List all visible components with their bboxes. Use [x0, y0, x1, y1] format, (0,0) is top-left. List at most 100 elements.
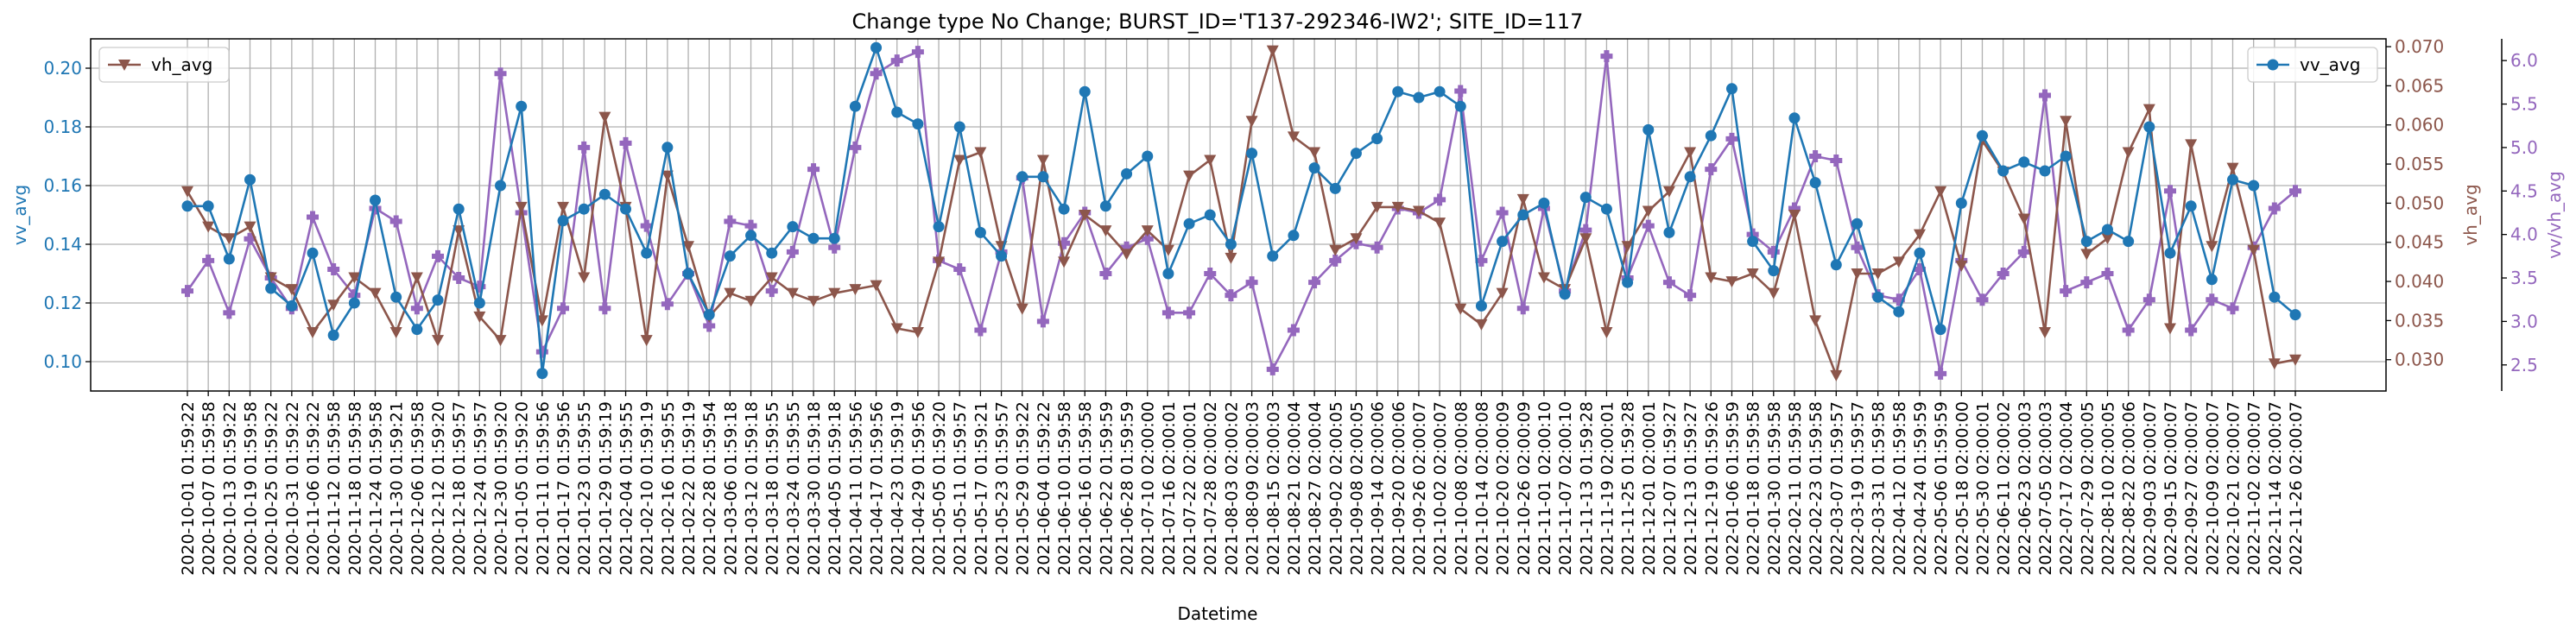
x-tick-label: 2022-11-14 02:00:07	[2266, 401, 2285, 576]
data-point-vh-avg	[1161, 244, 1174, 256]
data-point-vv-avg	[682, 268, 694, 280]
data-point-vh-avg	[2163, 323, 2176, 335]
data-point-vv-vh-avg	[953, 262, 966, 275]
data-point-vh-avg	[1183, 170, 1196, 182]
data-point-vv-avg	[1225, 238, 1237, 250]
data-point-vh-avg	[640, 335, 653, 347]
x-tick-label: 2021-02-04 01:59:55	[617, 401, 636, 576]
data-point-vv-vh-avg	[2268, 202, 2281, 215]
data-point-vh-avg	[2060, 116, 2073, 128]
data-point-vv-vh-avg	[2017, 245, 2030, 258]
data-point-vh-avg	[828, 287, 841, 300]
data-point-vv-vh-avg	[1600, 50, 1613, 63]
data-point-vv-avg	[724, 250, 736, 262]
x-tick-label: 2021-07-16 02:00:01	[1160, 401, 1179, 576]
x-tick-label: 2021-03-30 01:59:18	[805, 401, 824, 576]
data-point-vv-vh-avg	[1767, 245, 1780, 258]
data-point-vv-vh-avg	[703, 319, 716, 332]
data-point-vv-avg	[2123, 236, 2135, 248]
data-point-vv-avg	[1893, 306, 1905, 318]
data-point-vv-vh-avg	[2038, 89, 2051, 102]
legend-marker-vv-avg	[2267, 59, 2279, 71]
data-point-vh-avg	[307, 327, 320, 338]
x-tick-label: 2021-02-22 01:59:19	[680, 401, 699, 576]
data-point-vh-avg	[1329, 244, 1342, 256]
data-point-vv-vh-avg	[1225, 289, 1237, 302]
data-point-vv-vh-avg	[1705, 163, 1718, 176]
x-tick-label: 2021-05-11 01:59:57	[951, 401, 970, 576]
data-point-vv-vh-avg	[1725, 132, 1738, 145]
data-point-vh-avg	[2038, 327, 2051, 338]
data-point-vh-avg	[1767, 287, 1780, 300]
x-tick-label: 2022-01-30 01:59:58	[1765, 401, 1784, 576]
data-point-vh-avg	[578, 272, 591, 284]
x-tick-label: 2022-08-22 02:00:06	[2120, 401, 2139, 576]
data-point-vh-avg	[348, 272, 361, 284]
right1-tick-label: 0.035	[2395, 310, 2444, 331]
data-point-vv-avg	[411, 324, 423, 336]
data-point-vh-avg	[1496, 287, 1509, 300]
x-tick-label: 2022-05-30 02:00:01	[1973, 401, 1992, 576]
right1-tick-label: 0.070	[2395, 36, 2444, 57]
data-point-vh-avg	[473, 311, 486, 323]
x-tick-label: 2021-11-13 01:59:28	[1577, 401, 1596, 576]
data-point-vv-vh-avg	[2142, 293, 2155, 306]
data-point-vh-avg	[1537, 272, 1550, 284]
data-point-vv-avg	[641, 247, 653, 259]
x-tick-label: 2022-11-26 02:00:07	[2287, 401, 2306, 576]
data-point-vv-avg	[2226, 173, 2238, 186]
data-point-vv-avg	[828, 232, 840, 244]
x-tick-label: 2021-11-01 02:00:10	[1535, 401, 1554, 576]
x-tick-label: 2022-10-21 02:00:07	[2224, 401, 2243, 576]
data-point-vv-avg	[787, 221, 799, 233]
data-point-vh-avg	[1579, 233, 1592, 245]
data-point-vh-avg	[1684, 147, 1697, 159]
data-point-vv-vh-avg	[786, 245, 799, 258]
data-point-vv-avg	[495, 180, 507, 192]
data-point-vv-vh-avg	[1892, 293, 1905, 306]
data-point-vv-vh-avg	[2206, 293, 2218, 306]
x-tick-label: 2021-12-19 01:59:26	[1702, 401, 1721, 576]
data-point-vh-avg	[1913, 229, 1926, 241]
x-tick-label: 2020-12-24 01:59:57	[471, 401, 490, 576]
x-tick-label: 2022-01-06 01:59:59	[1723, 401, 1742, 576]
x-tick-label: 2022-05-06 01:59:59	[1932, 401, 1951, 576]
data-point-vh-avg	[1892, 256, 1905, 268]
data-point-vh-avg	[2142, 104, 2155, 116]
data-point-vv-avg	[598, 188, 611, 200]
data-point-vh-avg	[389, 327, 402, 338]
legend-label-vh-avg: vh_avg	[151, 54, 212, 75]
data-point-vh-avg	[1725, 276, 1738, 288]
data-point-vv-avg	[996, 250, 1008, 262]
data-point-vv-vh-avg	[1913, 262, 1926, 275]
data-point-vv-vh-avg	[911, 46, 924, 59]
data-point-vv-vh-avg	[578, 141, 591, 154]
legend-marker-vh-avg	[118, 60, 130, 71]
data-point-vv-vh-avg	[535, 345, 548, 358]
data-point-vv-vh-avg	[974, 324, 987, 337]
x-tick-label: 2021-04-23 01:59:19	[889, 401, 908, 576]
x-tick-label: 2021-11-25 01:59:28	[1619, 401, 1638, 576]
x-tick-label: 2020-12-12 01:59:20	[429, 401, 448, 576]
series-line-vv-avg	[187, 46, 2296, 375]
data-point-vv-vh-avg	[223, 306, 236, 319]
data-point-vh-avg	[1287, 131, 1300, 143]
data-point-vv-avg	[1204, 209, 1216, 221]
x-tick-label: 2022-06-11 02:00:02	[1995, 401, 2014, 576]
data-point-vv-vh-avg	[1329, 254, 1342, 267]
x-tick-label: 2021-09-08 02:00:05	[1347, 401, 1366, 576]
x-tick-label: 2021-02-10 01:59:19	[638, 401, 657, 576]
data-point-vv-avg	[1747, 236, 1759, 248]
x-tick-label: 2022-09-27 02:00:07	[2182, 401, 2201, 576]
x-tick-label: 2020-11-24 01:59:58	[367, 401, 386, 576]
data-point-vh-avg	[2101, 233, 2114, 245]
x-tick-label: 2022-03-31 01:59:58	[1870, 401, 1889, 576]
legend-box-vv-avg	[2247, 47, 2378, 83]
data-point-vh-avg	[1851, 268, 1864, 280]
x-tick-label: 2022-04-24 01:59:59	[1911, 401, 1930, 576]
series-layer	[181, 41, 2301, 382]
x-tick-label: 2021-03-24 01:59:55	[784, 401, 803, 576]
data-point-vv-avg	[2039, 165, 2051, 177]
